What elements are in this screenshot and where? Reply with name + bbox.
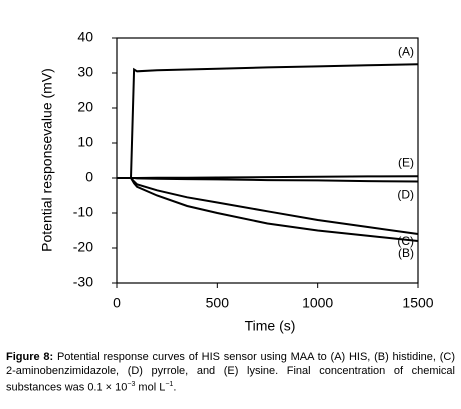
chart: Time (s) Potential responsevalue (mV) -3… (39, 29, 434, 334)
caption-label: Figure 8: (6, 351, 54, 363)
y-tick-label: -10 (73, 204, 93, 220)
x-tick-label: 0 (113, 295, 121, 311)
y-tick-label: 20 (77, 99, 93, 115)
caption-text: . (173, 381, 177, 394)
caption-sup: −1 (165, 381, 174, 388)
series-line (117, 175, 419, 179)
y-tick-label: 10 (77, 134, 93, 150)
y-tick-label: 30 (77, 64, 93, 80)
x-tick-label: 500 (206, 295, 230, 311)
x-tick-label: 1000 (302, 295, 333, 311)
x-axis-label: Time (s) (245, 318, 296, 334)
caption-text: mol L (135, 381, 166, 394)
y-tick-label: 0 (85, 169, 93, 185)
series-line (117, 177, 419, 235)
caption-text: Potential response curves of HIS sensor … (6, 351, 456, 394)
series-label: (B) (398, 246, 414, 260)
series-line (117, 63, 419, 179)
series-label: (C) (397, 234, 414, 248)
series-label: (E) (398, 155, 414, 169)
x-tick-label: 1500 (402, 295, 433, 311)
series-line (117, 177, 419, 242)
caption: Figure 8: Potential response curves of H… (6, 350, 455, 395)
series-label: (A) (398, 44, 414, 58)
y-tick-label: -20 (73, 239, 93, 255)
plot-frame (116, 37, 419, 284)
caption-sup: −3 (127, 381, 136, 388)
series-label: (D) (397, 188, 414, 202)
y-tick-label: -30 (73, 274, 93, 290)
y-tick-label: 40 (77, 29, 93, 45)
y-axis-label: Potential responsevalue (mV) (39, 68, 55, 252)
